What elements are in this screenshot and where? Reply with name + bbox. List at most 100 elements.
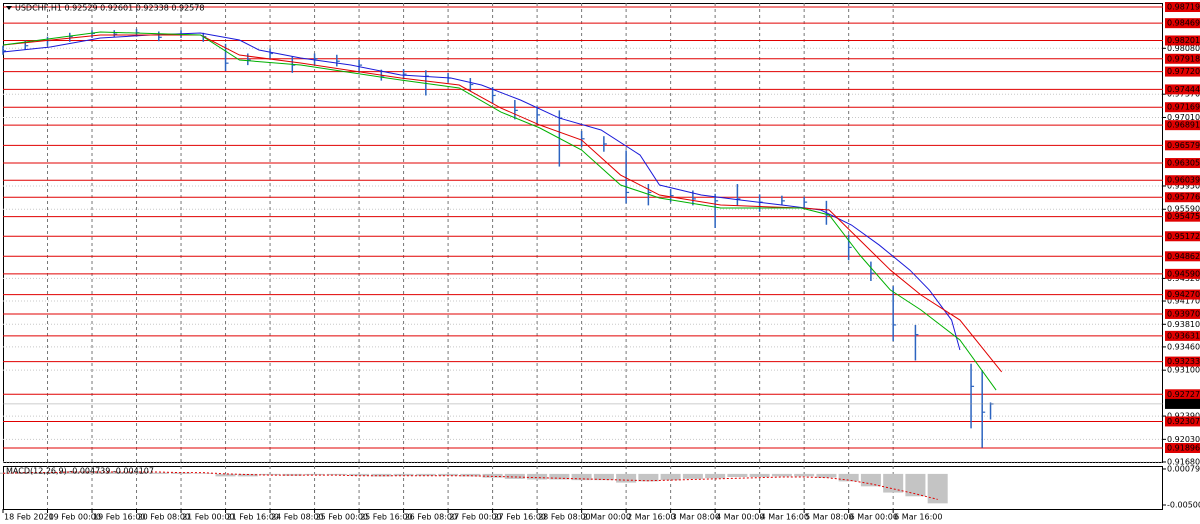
- macd-bar: [171, 472, 192, 474]
- x-tick-label: 25 Feb 16:00: [360, 513, 412, 522]
- macd-bar: [749, 473, 770, 478]
- macd-bar: [571, 473, 592, 481]
- level-label: 0.97444: [1167, 85, 1200, 94]
- x-tick-label: 19 Feb 16:00: [93, 513, 145, 522]
- macd-bar: [148, 472, 169, 474]
- level-label-box: [1165, 443, 1200, 454]
- macd-bar: [371, 473, 392, 477]
- macd-bar: [593, 473, 614, 481]
- y-tick-label: 0.000791: [1167, 464, 1200, 473]
- level-label: 0.96039: [1167, 176, 1200, 185]
- y-tick-label: 0.92030: [1167, 435, 1200, 444]
- level-label: 0.96305: [1167, 159, 1200, 168]
- moving-average: [2, 31, 997, 391]
- level-label: 0.98469: [1167, 19, 1200, 28]
- level-label: 0.98719: [1167, 3, 1200, 12]
- x-tick-label: 21 Feb 00:00: [182, 513, 234, 522]
- x-tick-label: 25 Feb 00:00: [316, 513, 368, 522]
- level-label-box: [1165, 35, 1200, 46]
- level-label: 0.94590: [1167, 269, 1200, 278]
- level-label-box: [1165, 231, 1200, 242]
- moving-average: [2, 32, 961, 351]
- y-tick-label: 0.95950: [1167, 181, 1200, 190]
- level-label-box: [1165, 356, 1200, 367]
- y-tick-label: 0.94170: [1167, 297, 1200, 306]
- level-label-box: [1165, 289, 1200, 300]
- last-price-label: 0.92578: [1167, 399, 1200, 408]
- main-frame: [3, 3, 1163, 463]
- y-tick-label: 0.93100: [1167, 366, 1200, 375]
- level-label: 0.95172: [1167, 232, 1200, 241]
- x-tick-label: 2 Mar 00:00: [583, 513, 631, 522]
- x-tick-label: 19 Feb 00:00: [49, 513, 101, 522]
- level-label-box: [1165, 158, 1200, 169]
- macd-bar: [504, 473, 525, 479]
- level-label-box: [1165, 175, 1200, 186]
- level-label-box: [1165, 211, 1200, 222]
- level-label-box: [1165, 416, 1200, 427]
- macd-bar: [838, 473, 859, 482]
- chart-title: USDCHF,H1 0.92529 0.92601 0.92338 0.9257…: [15, 4, 204, 13]
- macd-bar: [237, 473, 258, 477]
- level-label: 0.96579: [1167, 141, 1200, 150]
- level-label: 0.95776: [1167, 193, 1200, 202]
- level-label-box: [1165, 120, 1200, 131]
- macd-bar: [126, 472, 147, 474]
- x-tick-label: 21 Feb 16:00: [227, 513, 279, 522]
- macd-bar: [616, 473, 637, 483]
- macd-bar: [304, 473, 325, 476]
- level-label-box: [1165, 268, 1200, 279]
- macd-bar: [59, 471, 80, 474]
- macd-bar: [660, 473, 681, 481]
- x-tick-label: 2 Mar 16:00: [627, 513, 675, 522]
- x-tick-label: 20 Feb 08:00: [138, 513, 190, 522]
- macd-bar: [905, 473, 926, 497]
- macd-bar: [215, 473, 236, 477]
- level-label-box: [1165, 102, 1200, 113]
- y-tick-label: 0.95590: [1167, 205, 1200, 214]
- x-tick-label: 26 Feb 08:00: [405, 513, 457, 522]
- level-label: 0.91896: [1167, 444, 1200, 453]
- y-tick-label: 0.91680: [1167, 457, 1200, 466]
- macd-bar: [326, 473, 347, 476]
- level-label: 0.96891: [1167, 121, 1200, 130]
- level-label-box: [1165, 84, 1200, 95]
- macd-bar: [438, 473, 459, 476]
- level-label-box: [1165, 330, 1200, 341]
- y-tick-label: 0.97010: [1167, 113, 1200, 122]
- macd-bar: [104, 472, 125, 474]
- menu-arrow[interactable]: [6, 6, 12, 10]
- macd-bar: [638, 473, 659, 482]
- macd-bar: [0, 472, 14, 474]
- macd-bar: [860, 473, 881, 487]
- y-tick-label: 0.92390: [1167, 412, 1200, 421]
- level-label: 0.93631: [1167, 331, 1200, 340]
- macd-bar: [771, 473, 792, 477]
- x-tick-label: 27 Feb 00:00: [449, 513, 501, 522]
- level-label: 0.97720: [1167, 67, 1200, 76]
- level-label: 0.98201: [1167, 36, 1200, 45]
- level-label-box: [1165, 53, 1200, 64]
- label-layer: 0.980800.973700.970100.959500.955900.945…: [4, 2, 1200, 522]
- level-label-box: [1165, 192, 1200, 203]
- macd-bar: [927, 473, 948, 504]
- macd-bar: [549, 473, 570, 480]
- level-label-box: [1165, 308, 1200, 319]
- macd-title: MACD(12,26,9) -0.004739 -0.004107: [6, 467, 154, 476]
- macd-bar: [527, 473, 548, 480]
- level-label: 0.94862: [1167, 252, 1200, 261]
- macd-bar: [816, 473, 837, 478]
- macd-bar: [482, 473, 503, 478]
- level-label: 0.97918: [1167, 54, 1200, 63]
- level-label-box: [1165, 389, 1200, 400]
- x-tick-label: 28 Feb 08:00: [538, 513, 590, 522]
- macd-bar: [682, 473, 703, 479]
- level-label-box: [1165, 2, 1200, 13]
- x-tick-label: 6 Mar 16:00: [894, 513, 942, 522]
- macd-bar: [883, 473, 904, 493]
- x-tick-label: 18 Feb 2020: [4, 513, 54, 522]
- macd-bar: [460, 473, 481, 477]
- level-label: 0.94270: [1167, 290, 1200, 299]
